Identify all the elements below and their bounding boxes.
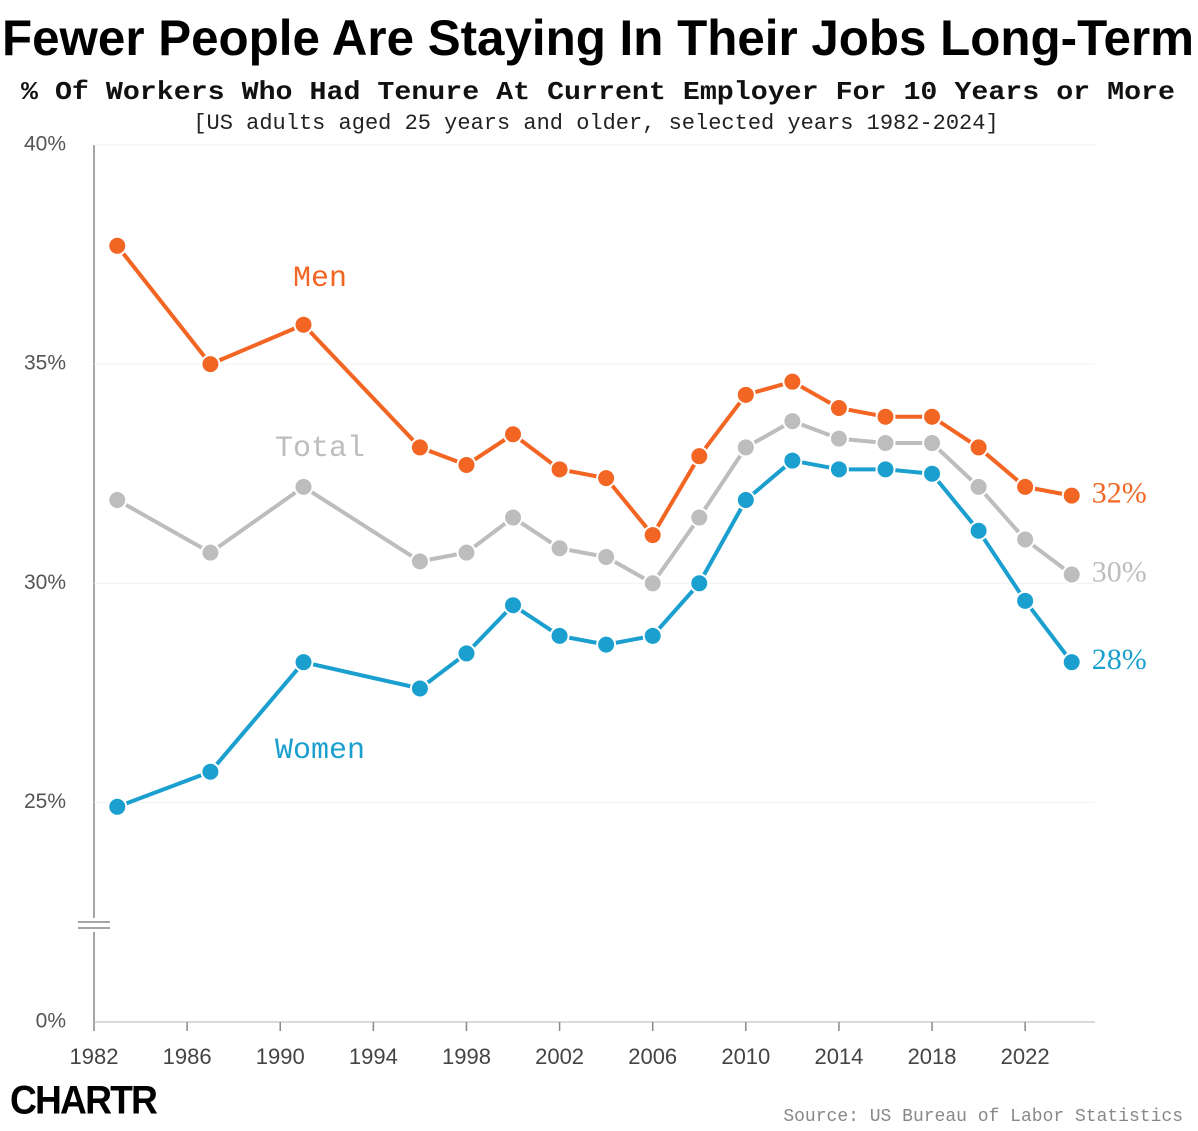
- x-tick-label: 2006: [628, 1044, 677, 1069]
- point: [922, 463, 943, 484]
- point: [107, 796, 128, 817]
- end-label: 32%: [1092, 477, 1147, 510]
- point: [828, 428, 849, 449]
- chart-subtitle: % Of Workers Who Had Tenure At Current E…: [21, 77, 1175, 107]
- series-line: [116, 458, 1074, 809]
- y-tick-label: 25%: [24, 790, 66, 813]
- point: [782, 371, 803, 392]
- point: [922, 406, 943, 427]
- x-tick-label: 2022: [1001, 1044, 1050, 1069]
- point: [549, 459, 570, 480]
- x-tick-label: 1982: [70, 1044, 119, 1069]
- x-tick-label: 1994: [349, 1044, 398, 1069]
- point: [456, 643, 477, 664]
- chart-title: Fewer People Are Staying In Their Jobs L…: [2, 10, 1194, 66]
- point: [200, 542, 221, 563]
- point: [293, 476, 314, 497]
- logo: CHARTR: [10, 1079, 158, 1123]
- point: [1061, 485, 1082, 506]
- y-tick-label: 40%: [24, 133, 66, 156]
- x-tick-label: 2018: [908, 1044, 957, 1069]
- series-label: Total: [275, 432, 365, 466]
- x-tick-label: 2010: [721, 1044, 770, 1069]
- point: [596, 468, 617, 489]
- point: [596, 634, 617, 655]
- point: [689, 573, 710, 594]
- point: [503, 507, 524, 528]
- point: [782, 450, 803, 471]
- y-tick-label: 35%: [24, 352, 66, 375]
- point: [1015, 590, 1036, 611]
- source: Source: US Bureau of Labor Statistics: [783, 1107, 1183, 1127]
- point: [409, 437, 430, 458]
- point: [1015, 529, 1036, 550]
- point: [1061, 652, 1082, 673]
- point: [549, 538, 570, 559]
- x-tick-label: 2002: [535, 1044, 584, 1069]
- point: [293, 652, 314, 673]
- point: [107, 235, 128, 256]
- end-label: 30%: [1092, 555, 1147, 588]
- point: [828, 459, 849, 480]
- point: [200, 354, 221, 375]
- point: [503, 424, 524, 445]
- x-tick-label: 2014: [814, 1044, 863, 1069]
- point: [549, 625, 570, 646]
- point: [689, 446, 710, 467]
- x-tick-label: 1986: [163, 1044, 212, 1069]
- point: [107, 490, 128, 511]
- point: [503, 595, 524, 616]
- point: [456, 454, 477, 475]
- point: [735, 490, 756, 511]
- point: [968, 437, 989, 458]
- point: [968, 520, 989, 541]
- point: [735, 384, 756, 405]
- point: [782, 411, 803, 432]
- series-line: [116, 419, 1073, 586]
- point: [200, 761, 221, 782]
- point: [409, 678, 430, 699]
- point: [875, 433, 896, 454]
- point: [642, 525, 663, 546]
- series-line: [115, 244, 1073, 538]
- point: [875, 459, 896, 480]
- y-tick-label: 30%: [24, 571, 66, 594]
- point: [735, 437, 756, 458]
- point: [968, 476, 989, 497]
- point: [828, 397, 849, 418]
- point: [642, 625, 663, 646]
- series-label: Men: [293, 262, 347, 296]
- y-tick-label: 0%: [36, 1010, 66, 1033]
- x-tick-label: 1990: [256, 1044, 305, 1069]
- point: [1015, 476, 1036, 497]
- x-tick-label: 1998: [442, 1044, 491, 1069]
- end-label: 28%: [1092, 643, 1147, 676]
- point: [642, 573, 663, 594]
- point: [1061, 564, 1082, 585]
- point: [922, 433, 943, 454]
- point: [293, 314, 314, 335]
- point: [875, 406, 896, 427]
- series-label: Women: [275, 734, 365, 768]
- point: [409, 551, 430, 572]
- point: [596, 546, 617, 567]
- point: [689, 507, 710, 528]
- chart-note: [US adults aged 25 years and older, sele…: [193, 111, 998, 136]
- point: [456, 542, 477, 563]
